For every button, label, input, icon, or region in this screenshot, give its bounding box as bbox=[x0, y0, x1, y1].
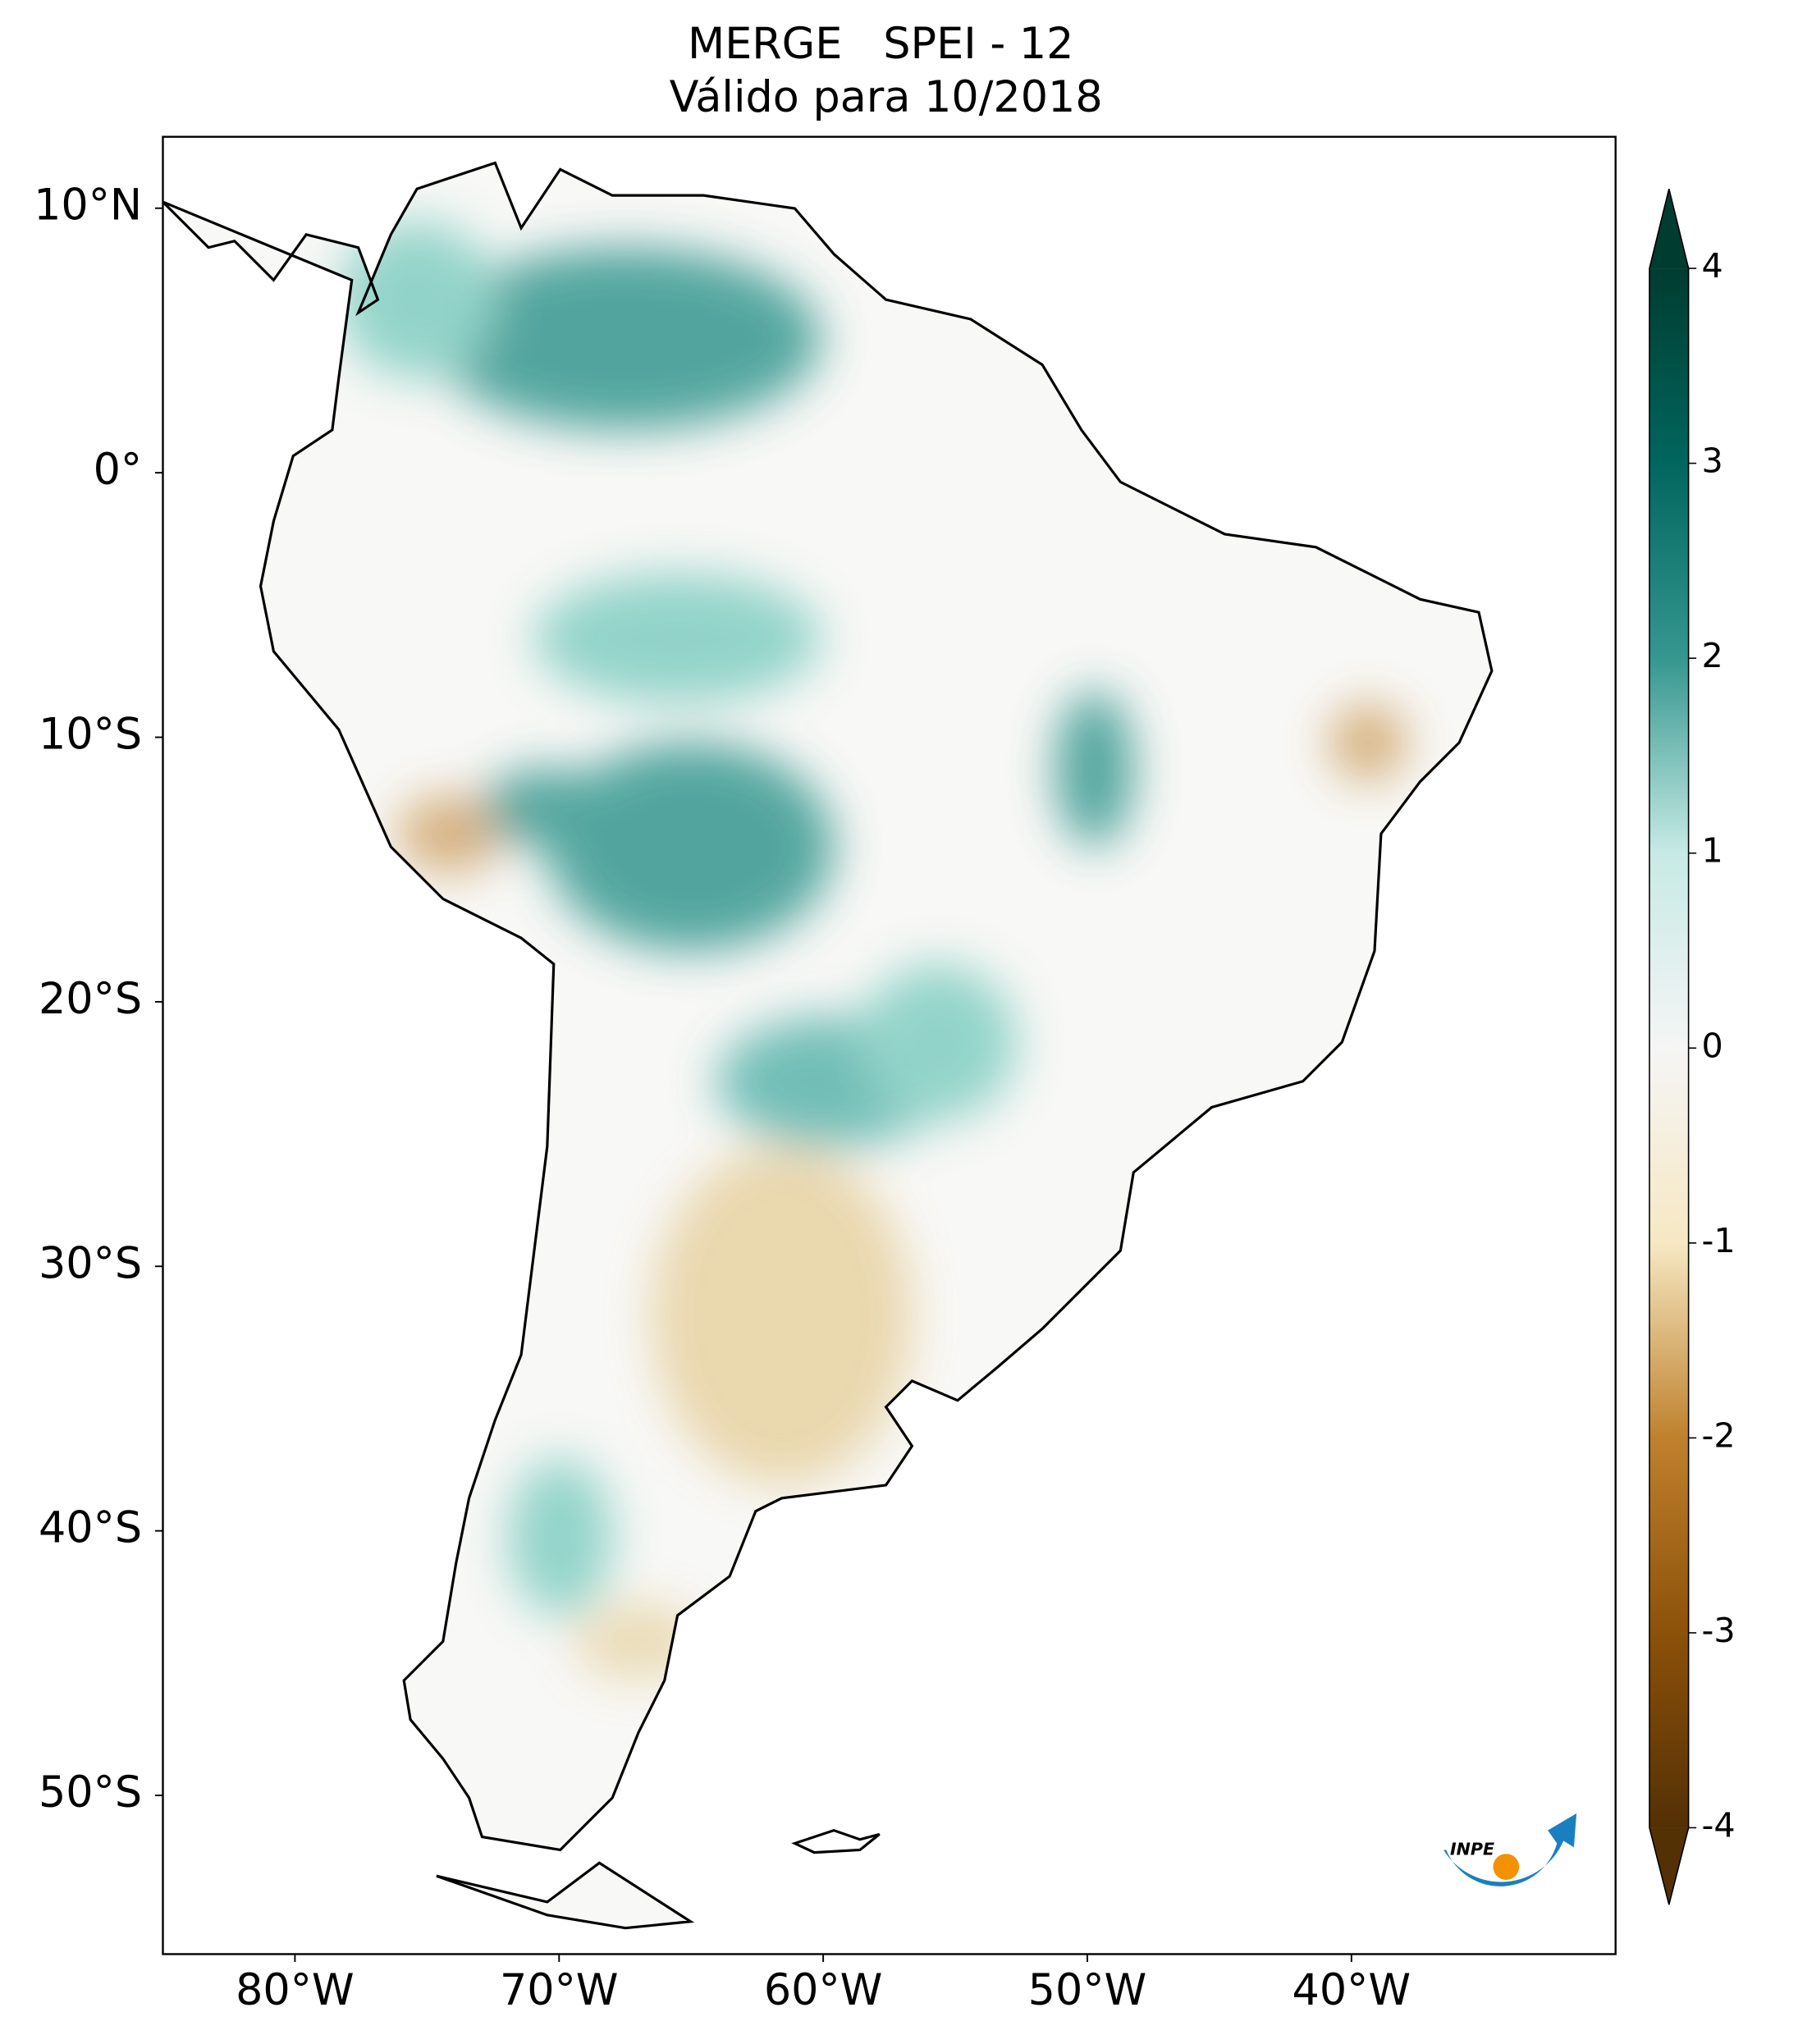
y-tick-label: 40°S bbox=[39, 1503, 142, 1553]
x-tick-label: 80°W bbox=[236, 1965, 355, 2015]
x-tick-label: 60°W bbox=[764, 1965, 883, 2015]
blob bbox=[651, 1146, 913, 1485]
colorbar-tick-label: -4 bbox=[1701, 1805, 1735, 1845]
colorbar-tick-label: -2 bbox=[1701, 1415, 1735, 1455]
logo-text: INPE bbox=[1450, 1839, 1494, 1859]
colorbar-extend-bottom bbox=[1649, 1827, 1689, 1905]
title-line: Válido para 10/2018 bbox=[670, 72, 1103, 122]
field-blobs bbox=[338, 221, 1407, 1681]
blob bbox=[429, 247, 821, 430]
blob bbox=[1329, 703, 1407, 782]
y-tick-label: 50°S bbox=[39, 1767, 142, 1818]
falklands bbox=[791, 1828, 881, 1854]
colorbar-tick-label: 4 bbox=[1701, 246, 1723, 286]
colorbar-extend-top bbox=[1649, 189, 1689, 269]
logo-dot bbox=[1493, 1854, 1520, 1880]
map-frame bbox=[162, 135, 1617, 1955]
blob bbox=[397, 794, 502, 873]
y-tick-label: 20°S bbox=[39, 974, 142, 1024]
blob bbox=[533, 573, 821, 704]
x-tick-label: 40°W bbox=[1292, 1965, 1411, 2015]
blob bbox=[1055, 690, 1134, 847]
title-line: MERGE SPEI - 12 bbox=[688, 19, 1074, 69]
blob bbox=[547, 742, 835, 951]
x-tick-label: 70°W bbox=[500, 1965, 619, 2015]
y-tick-label: 30°S bbox=[39, 1238, 142, 1288]
colorbar-tick-label: 3 bbox=[1701, 441, 1723, 481]
colorbar-tick-label: 0 bbox=[1701, 1026, 1723, 1065]
colorbar-tick-label: -1 bbox=[1701, 1221, 1735, 1260]
x-tick-label: 50°W bbox=[1028, 1965, 1147, 2015]
y-tick-label: 0° bbox=[94, 445, 143, 495]
colorbar-tick-label: 1 bbox=[1701, 831, 1723, 871]
y-tick-label: 10°S bbox=[39, 710, 142, 760]
colorbar-tick-label: 2 bbox=[1701, 636, 1723, 675]
colorbar-tick-label: -3 bbox=[1701, 1611, 1735, 1650]
blob bbox=[482, 768, 613, 847]
blob bbox=[508, 1459, 613, 1616]
colorbar bbox=[1649, 268, 1689, 1828]
y-tick-label: 10°N bbox=[34, 181, 142, 231]
blob bbox=[859, 963, 1017, 1121]
logo: INPE bbox=[1443, 1813, 1577, 1886]
